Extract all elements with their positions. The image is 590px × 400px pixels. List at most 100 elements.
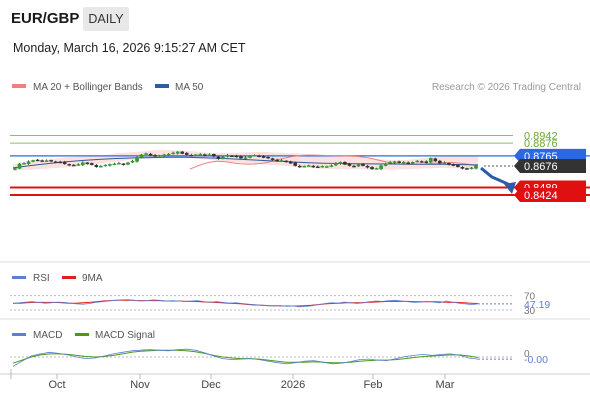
candle-body (26, 161, 31, 164)
candle-body (184, 152, 189, 155)
candle-body (31, 160, 35, 162)
level-tag-support (514, 187, 586, 202)
candle-body (135, 157, 139, 162)
candle-body (438, 160, 442, 164)
candle-body (175, 151, 180, 154)
candle-body (117, 163, 121, 165)
candle-body (338, 161, 343, 164)
candle-body (130, 160, 135, 163)
rsi-tick-label: 70 (524, 292, 536, 303)
candle-body (112, 163, 117, 166)
main-legend: MA 20 + Bollinger Bands MA 50 Research ©… (12, 82, 581, 93)
candle-body (456, 164, 460, 167)
research-credit: Research © 2026 Trading Central (432, 82, 581, 93)
ma20-line (189, 154, 479, 170)
macd-signal-legend-label: MACD Signal (95, 330, 155, 341)
candle-body (85, 162, 90, 165)
candle-body (320, 165, 325, 168)
candle-body (17, 163, 22, 169)
candle-body (212, 154, 216, 157)
candle-body (261, 156, 266, 158)
chart-header: EUR/GBP DAILY (0, 0, 590, 34)
level-label-resistance: 0.8876 (524, 138, 558, 150)
x-tick-label: Feb (364, 379, 383, 391)
candle-body (22, 163, 26, 165)
currency-pair-title: EUR/GBP (11, 10, 80, 27)
candle-body (451, 164, 456, 166)
rsi-ma-line (13, 299, 479, 307)
macd-legend-label: MACD (33, 330, 62, 341)
x-axis: Oct Nov Dec 2026 Feb Mar (10, 369, 455, 391)
report-datetime: Monday, March 16, 2026 9:15:27 AM CET (13, 41, 246, 55)
candle-body (248, 155, 252, 158)
candle-body (284, 160, 288, 163)
candle-body (157, 155, 162, 157)
candle-body (460, 167, 465, 169)
candle-body (392, 161, 397, 163)
candle-body (44, 160, 49, 162)
candle-body (230, 155, 234, 157)
ma50-legend-label: MA 50 (175, 82, 204, 93)
rsi-tick-label: 30 (524, 306, 536, 317)
candle-body (275, 159, 279, 162)
candle-body (35, 159, 40, 162)
candle-body (293, 162, 298, 166)
x-tick-label: 2026 (281, 379, 305, 391)
candle-body (193, 154, 198, 156)
ma20-legend-label: MA 20 + Bollinger Bands (33, 82, 143, 93)
candle-body (71, 164, 76, 167)
level-label-resistance: 0.8942 (524, 131, 558, 143)
candle-body (76, 164, 81, 166)
candle-body (329, 165, 334, 167)
candle-body (419, 161, 424, 163)
candle-body (189, 154, 194, 157)
candle-body (49, 160, 53, 162)
candle-body (203, 154, 207, 156)
candle-body (370, 167, 374, 170)
candle-body (297, 165, 302, 168)
candle-body (410, 161, 415, 164)
candle-body (325, 166, 329, 168)
candle-body (429, 157, 433, 163)
rsi-current-label: 47.19 (524, 299, 550, 311)
candle-body (80, 162, 85, 166)
level-tag-last (514, 159, 586, 174)
candle-body (433, 158, 438, 162)
forecast-arrow-line (480, 166, 511, 187)
rsi-legend-swatch (12, 276, 26, 279)
forecast-arrow-head (504, 181, 516, 194)
candle-body (347, 163, 352, 166)
candle-body (343, 161, 347, 165)
candle-body (352, 165, 356, 168)
candle-body (239, 156, 243, 159)
candle-body (415, 160, 420, 163)
rsi-ma-legend-swatch (62, 276, 76, 279)
candle-body (153, 155, 157, 157)
candle-body (365, 165, 370, 168)
candle-body (474, 165, 478, 169)
candle-body (424, 161, 429, 163)
candle-body (311, 165, 316, 168)
candle-body (99, 165, 103, 168)
candle-body (288, 161, 293, 164)
candle-body (361, 163, 365, 166)
x-tick-label: Mar (436, 379, 455, 391)
timeframe-badge[interactable]: DAILY (83, 7, 129, 31)
candle-body (103, 164, 108, 167)
macd-zero-label: 0 (524, 349, 530, 360)
macd-legend: MACD MACD Signal (12, 330, 155, 341)
candle-body (166, 153, 171, 156)
candle-body (198, 153, 203, 156)
candle-body (162, 154, 166, 157)
x-tick-label: Oct (48, 379, 65, 391)
ma20-legend-swatch (12, 84, 26, 88)
ma50-legend-swatch (155, 84, 169, 88)
candle-body (53, 161, 58, 163)
candle-body (406, 162, 411, 164)
candle-body (216, 156, 221, 159)
macd-signal-legend-swatch (75, 333, 89, 336)
candle-body (447, 162, 451, 165)
candle-body (171, 152, 175, 155)
candle-body (442, 162, 447, 164)
